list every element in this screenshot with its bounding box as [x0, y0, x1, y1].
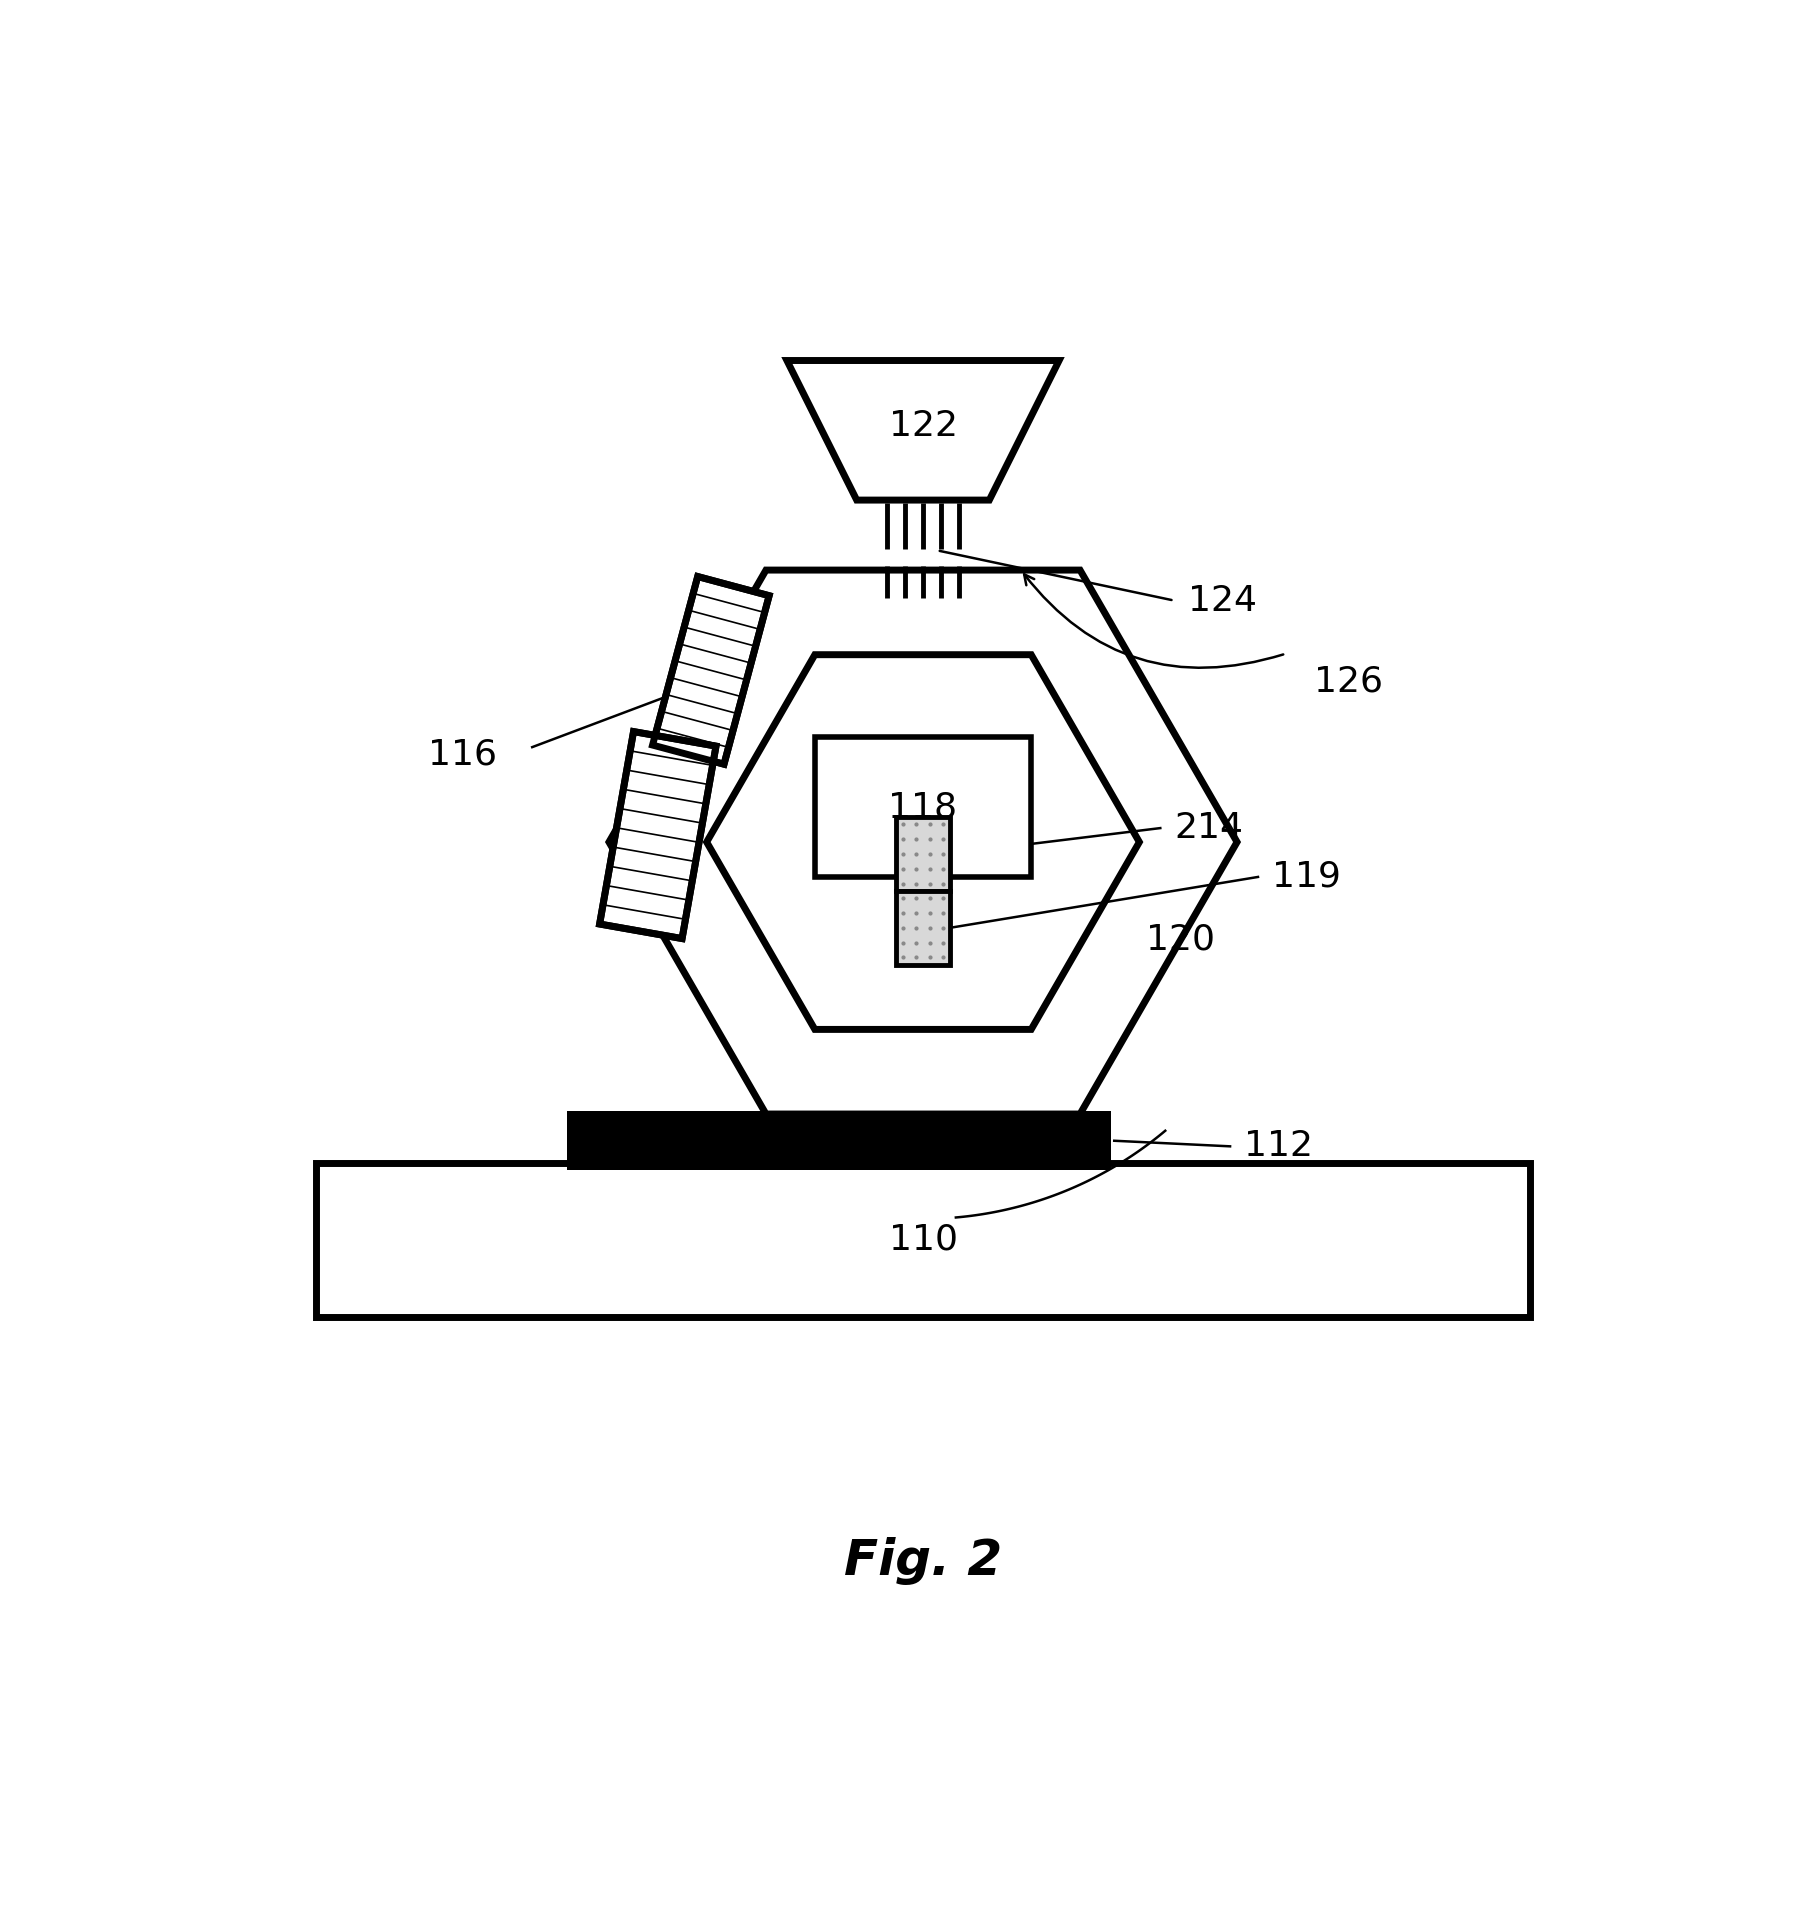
Bar	[315, 1164, 1531, 1316]
Text: 124: 124	[1189, 583, 1257, 618]
FancyArrowPatch shape	[1025, 575, 1284, 668]
Text: 116: 116	[429, 737, 497, 772]
Polygon shape	[652, 577, 769, 764]
Text: 110: 110	[888, 1224, 958, 1256]
Polygon shape	[600, 731, 717, 938]
Text: 118: 118	[888, 789, 958, 824]
Text: 122: 122	[888, 409, 958, 444]
Polygon shape	[609, 569, 1237, 1114]
Polygon shape	[787, 361, 1059, 500]
Bar	[897, 816, 949, 892]
Text: 120: 120	[1147, 923, 1216, 957]
Bar	[814, 737, 1032, 876]
Bar	[567, 1112, 1111, 1170]
Text: Fig. 2: Fig. 2	[845, 1536, 1001, 1585]
Text: 214: 214	[1174, 811, 1243, 845]
Bar	[897, 892, 949, 965]
Text: 112: 112	[1244, 1129, 1313, 1164]
Polygon shape	[706, 654, 1140, 1029]
Text: 126: 126	[1315, 664, 1383, 699]
Text: 119: 119	[1272, 861, 1340, 894]
